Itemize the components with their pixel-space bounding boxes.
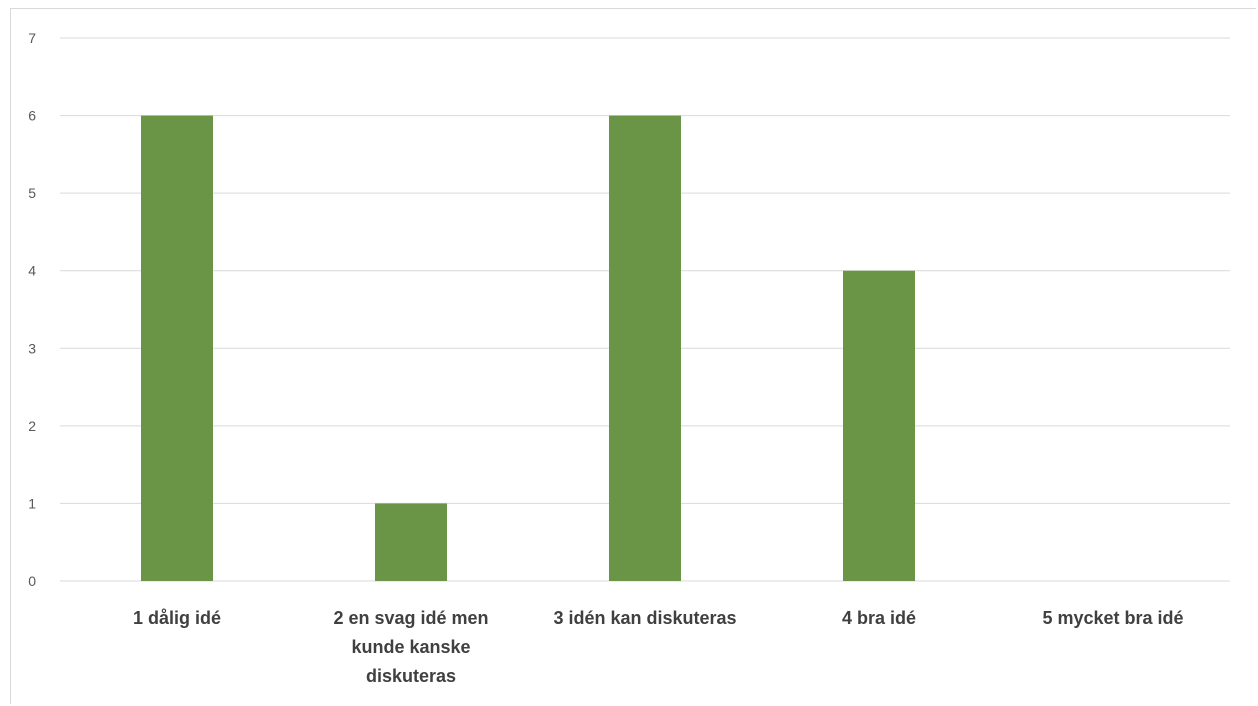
x-category-label-line: 3 idén kan diskuteras [553, 608, 736, 628]
x-category-label: 5 mycket bra idé [1042, 608, 1183, 628]
y-tick-label: 1 [28, 495, 36, 511]
bar-2 [375, 503, 447, 581]
x-category-label-line: 5 mycket bra idé [1042, 608, 1183, 628]
x-category-label: 1 dålig idé [133, 608, 221, 628]
x-category-label-line: 1 dålig idé [133, 608, 221, 628]
y-tick-label: 4 [28, 263, 36, 279]
bar-1 [141, 115, 213, 582]
x-axis-labels: 1 dålig idé 2 en svag idé men kunde kanske… [133, 608, 1184, 686]
x-category-label: 4 bra idé [842, 608, 916, 628]
y-tick-label: 6 [28, 108, 36, 124]
bar-4 [843, 270, 915, 581]
x-category-label: 3 idén kan diskuteras [553, 608, 736, 628]
chart-frame [10, 8, 1256, 704]
y-tick-label: 0 [28, 573, 36, 589]
x-category-label-line: diskuteras [366, 666, 456, 686]
bars [141, 115, 915, 582]
y-axis-ticks: 0 1 2 3 4 5 6 7 [28, 30, 36, 589]
x-category-label-line: 2 en svag idé men [333, 608, 488, 628]
y-tick-label: 5 [28, 185, 36, 201]
y-tick-label: 2 [28, 418, 36, 434]
bar-3 [609, 115, 681, 582]
x-category-label-line: 4 bra idé [842, 608, 916, 628]
y-tick-label: 3 [28, 340, 36, 356]
x-category-label: 2 en svag idé men kunde kanske diskuteras [333, 608, 488, 686]
x-category-label-line: kunde kanske [351, 637, 470, 657]
y-tick-label: 7 [28, 30, 36, 46]
